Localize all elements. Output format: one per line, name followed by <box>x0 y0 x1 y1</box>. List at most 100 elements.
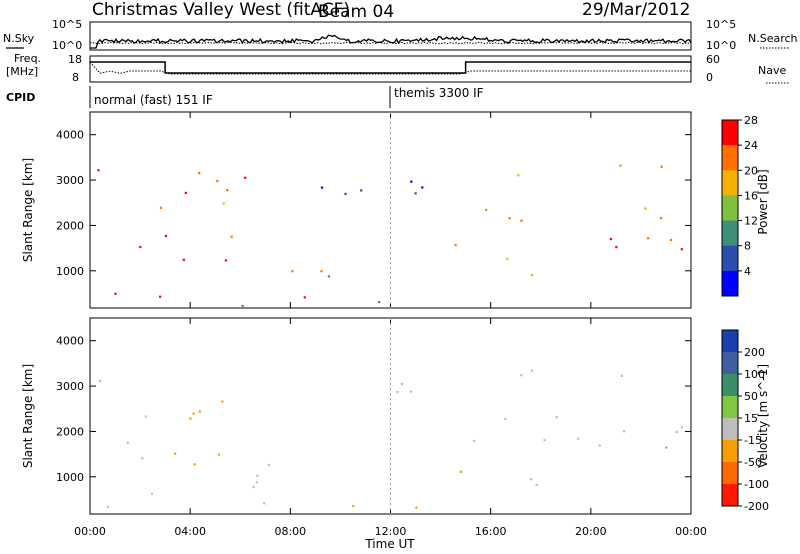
nsky-label: N.Sky <box>3 32 35 45</box>
colorbar-segment <box>722 484 738 507</box>
x-tick-label: 00:00 <box>675 525 707 538</box>
velocity-cell <box>520 374 523 377</box>
power-cell <box>615 246 618 249</box>
plot-title: Christmas Valley West (fitACF) <box>92 0 350 20</box>
power-cell <box>320 270 323 273</box>
power-cell <box>508 217 511 220</box>
colorbar-tick-label: 15 <box>744 412 758 425</box>
x-tick-label: 12:00 <box>375 525 407 538</box>
y-tick-label: 2000 <box>56 219 84 232</box>
colorbar-tick-label: 50 <box>744 390 758 403</box>
freq-label-1: Freq. <box>14 52 41 65</box>
noise-tick-low-right: 10^0 <box>706 39 736 52</box>
freq-panel-frame <box>89 55 692 83</box>
velocity-cell <box>256 474 259 477</box>
power-cell <box>680 248 683 251</box>
colorbar-segment <box>722 245 738 272</box>
nave-label: Nave <box>758 64 786 77</box>
x-ticks: 00:00 04:00 08:00 12:00 16:00 20:00 00:00 <box>74 112 707 538</box>
power-cell <box>216 180 219 183</box>
velocity-cell <box>472 439 476 442</box>
power-cell <box>241 304 244 307</box>
colorbar-tick-label: 20 <box>744 164 758 177</box>
power-cell <box>224 259 227 262</box>
colorbar-segment <box>722 120 738 146</box>
power-cell <box>291 270 294 273</box>
nave-tick-low: 0 <box>706 71 713 84</box>
colorbar-tick-label: 200 <box>744 346 765 359</box>
velocity-y-ticks: 1000 2000 3000 4000 <box>56 335 691 484</box>
colorbar-segment <box>722 396 738 419</box>
noise-search-line <box>89 41 692 45</box>
y-tick-label: 1000 <box>56 265 84 278</box>
velocity-colorbar: 200 100 50 15 -15 -50 -100 -200 <box>721 329 769 513</box>
colorbar-segment <box>722 330 738 353</box>
power-cell <box>226 189 229 192</box>
velocity-cell <box>576 437 580 440</box>
power-cell <box>159 206 163 209</box>
power-cell <box>198 172 201 175</box>
power-cell <box>660 165 663 168</box>
colorbar-tick-label: 8 <box>744 240 751 253</box>
colorbar-segment <box>722 462 738 485</box>
colorbar-segment <box>722 220 738 247</box>
power-cell <box>660 217 663 220</box>
power-cell <box>114 292 117 295</box>
freq-tick-high: 18 <box>68 53 82 66</box>
velocity-cell <box>665 446 668 449</box>
velocity-cell <box>409 390 413 393</box>
noise-tick-high-right: 10^5 <box>706 18 736 31</box>
velocity-y-label: Slant Range [km] <box>21 364 35 468</box>
freq-label-2: [MHz] <box>6 65 38 78</box>
power-cell <box>485 208 488 211</box>
y-tick-label: 4000 <box>56 129 84 142</box>
velocity-cell <box>675 430 678 433</box>
power-cell <box>421 186 424 189</box>
velocity-cell <box>255 481 258 484</box>
power-cell <box>182 258 185 261</box>
nsearch-label: N.Search <box>748 32 798 45</box>
power-cell <box>230 235 233 238</box>
colorbar-tick-label: 12 <box>744 215 758 228</box>
colorbar-segment <box>722 418 738 441</box>
power-colorbar-label: Power [dB] <box>756 169 770 234</box>
velocity-cell <box>126 441 129 444</box>
velocity-panel-background <box>90 318 691 514</box>
y-tick-label: 2000 <box>56 425 84 438</box>
colorbar-tick-label: 4 <box>744 265 751 278</box>
velocity-cell <box>459 470 463 473</box>
nave-tick-high: 60 <box>706 53 720 66</box>
colorbar-tick-label: 28 <box>744 114 758 127</box>
x-tick-label: 00:00 <box>74 525 106 538</box>
cpid-segment-2: themis 3300 IF <box>394 86 484 100</box>
velocity-cell <box>144 415 147 418</box>
y-tick-label: 3000 <box>56 380 84 393</box>
power-cell <box>159 295 162 298</box>
velocity-colorbar-label: Velocity [m s^-1] <box>756 364 770 468</box>
power-cell <box>360 189 363 192</box>
colorbar-tick-label: -15 <box>744 434 762 447</box>
x-tick-label: 16:00 <box>475 525 507 538</box>
power-cell <box>647 237 650 240</box>
noise-sky-line <box>90 34 692 49</box>
colorbar-segment <box>722 195 738 222</box>
colorbar-segment <box>722 352 738 375</box>
velocity-cell <box>400 383 403 386</box>
colorbar-tick-label: -200 <box>744 500 769 513</box>
x-axis-label: Time UT <box>364 537 415 551</box>
x-tick-label: 20:00 <box>575 525 607 538</box>
colorbar-segment <box>722 145 738 171</box>
velocity-cell <box>530 369 533 372</box>
noise-tick-high-left: 10^5 <box>52 18 82 31</box>
velocity-cell <box>623 430 626 433</box>
colorbar-tick-label: 24 <box>744 139 758 152</box>
x-tick-label: 08:00 <box>274 525 306 538</box>
power-cell <box>378 300 381 304</box>
power-cell <box>410 180 413 183</box>
colorbar-tick-label: 100 <box>744 368 765 381</box>
velocity-cell <box>543 439 546 442</box>
power-cell <box>520 219 523 222</box>
power-cell <box>327 275 330 278</box>
y-tick-label: 1000 <box>56 471 84 484</box>
